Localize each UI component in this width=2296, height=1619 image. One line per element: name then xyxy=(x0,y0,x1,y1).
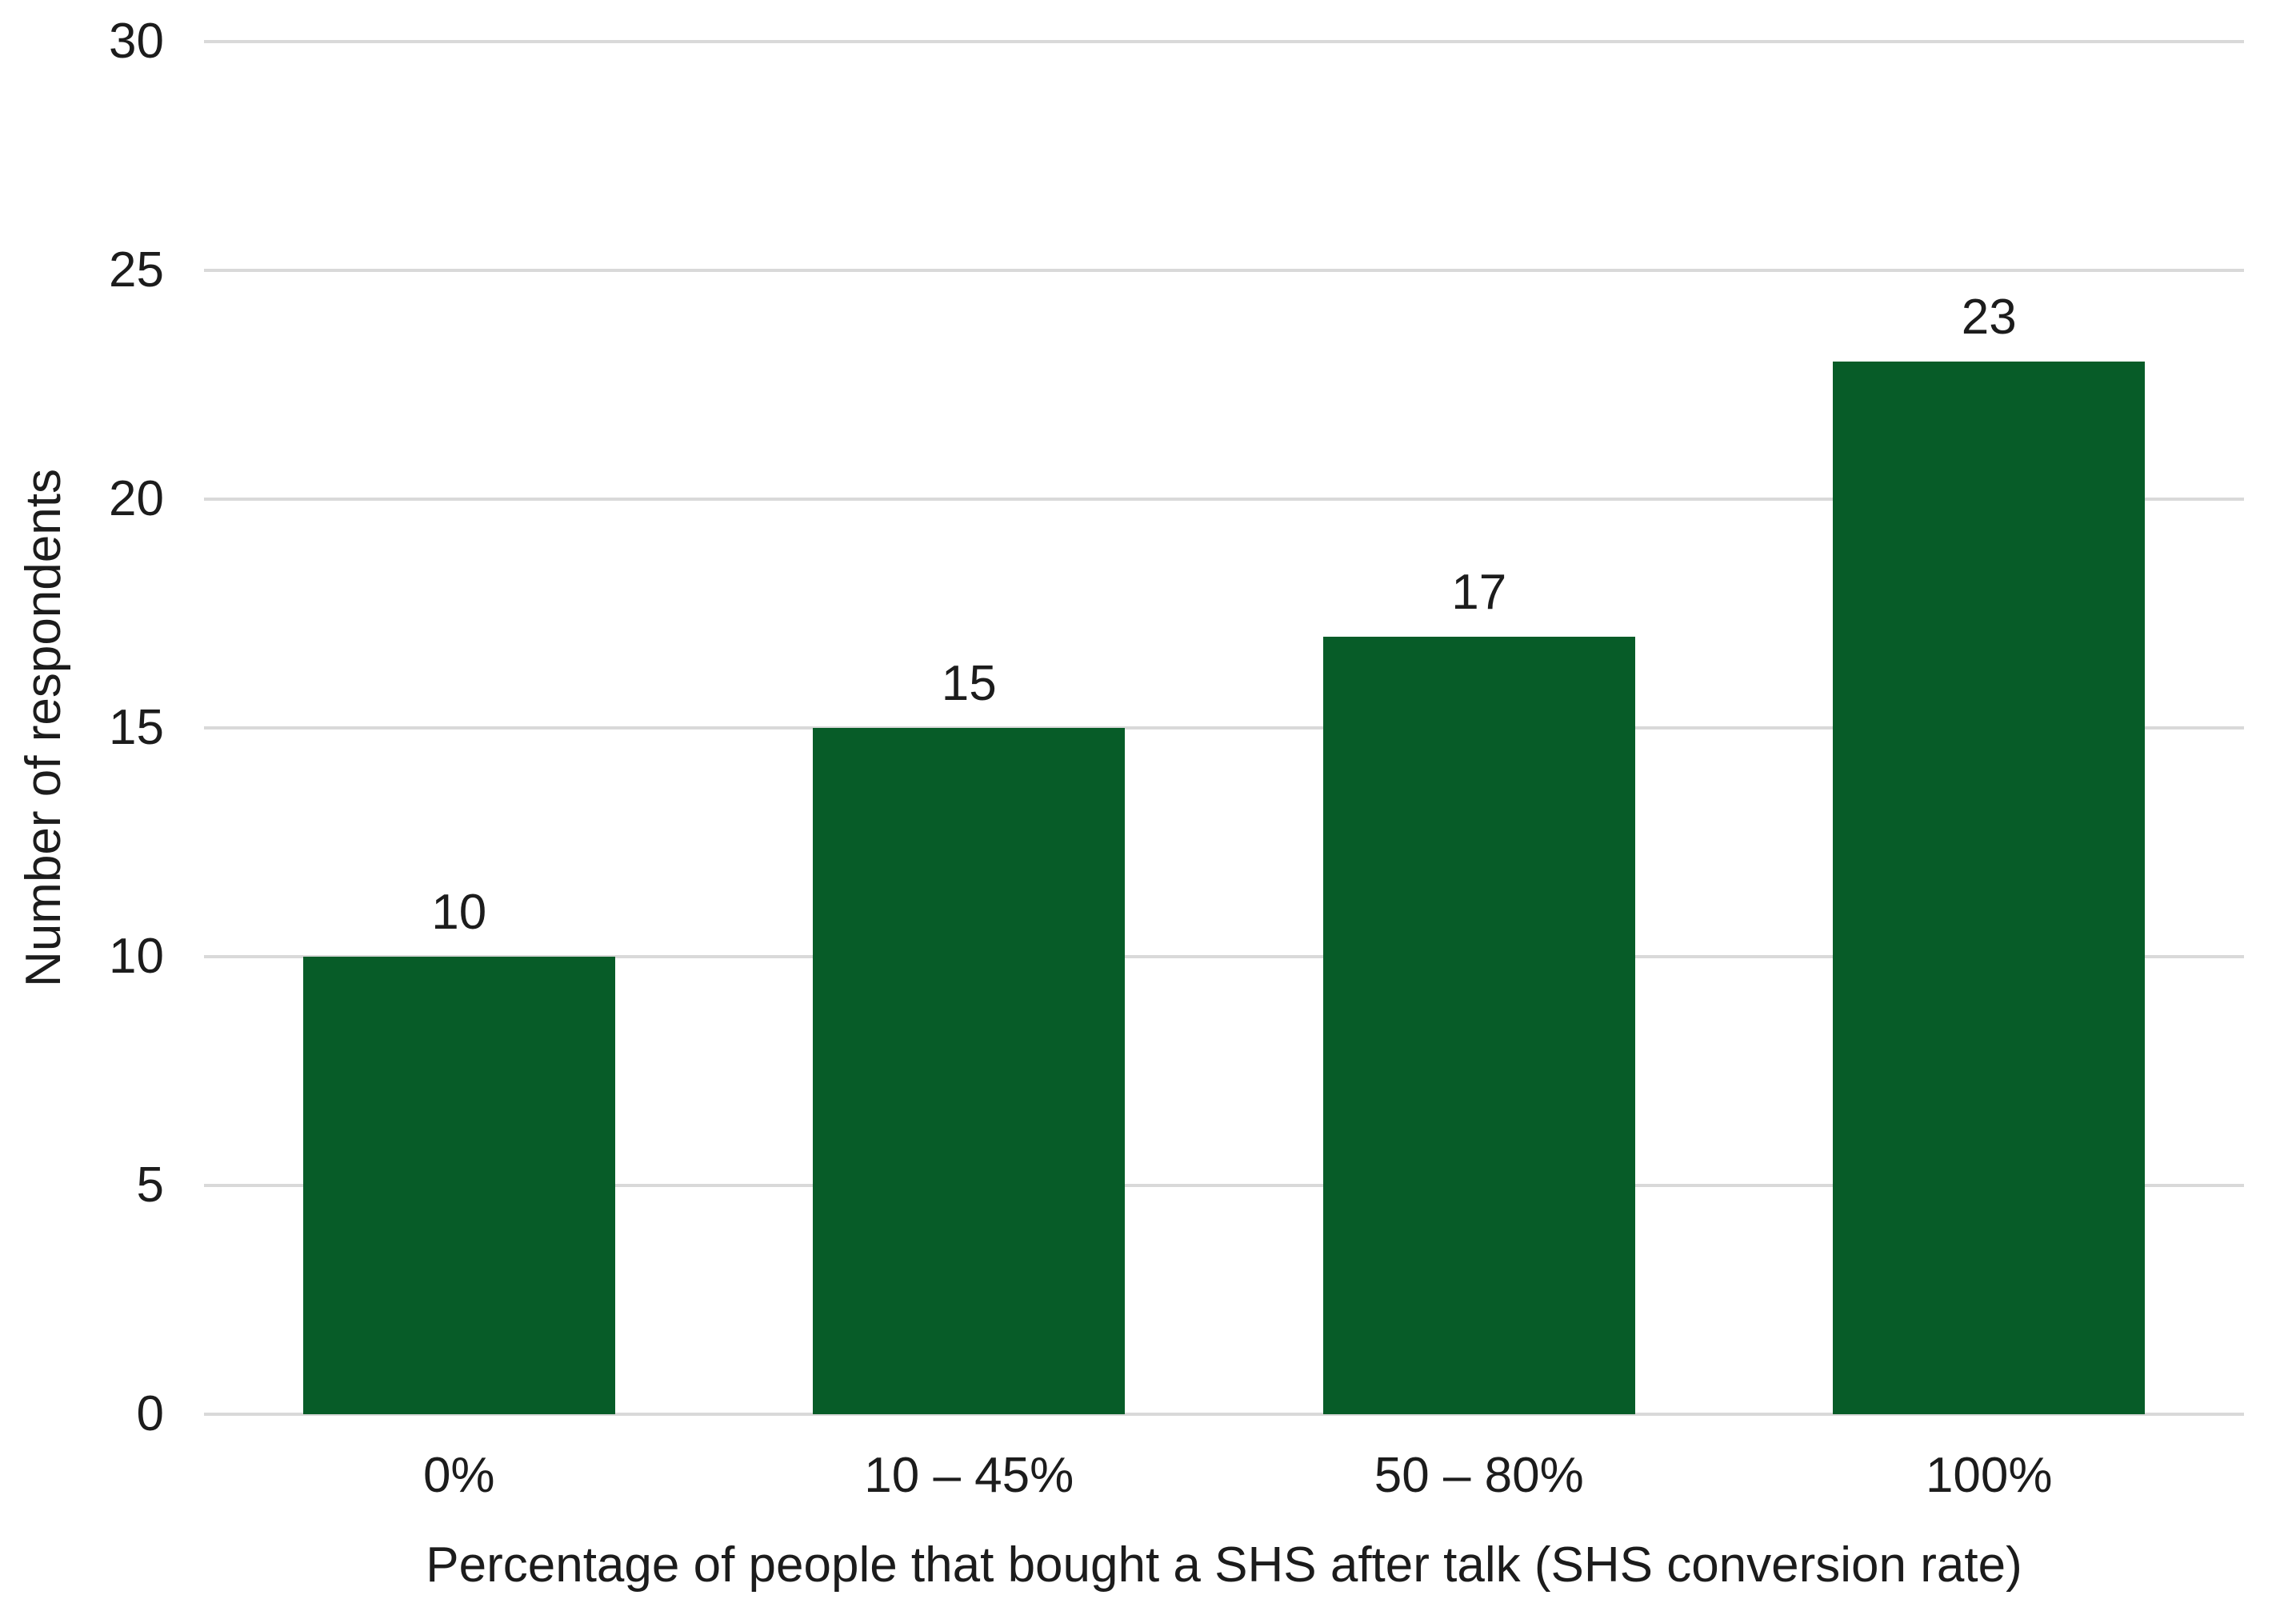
bar xyxy=(1833,362,2146,1414)
x-tick-label: 50 – 80% xyxy=(1374,1448,1584,1503)
y-axis-title: Number of respondents xyxy=(16,469,72,987)
gridline xyxy=(204,40,2244,43)
bar-value-label: 10 xyxy=(431,885,487,940)
y-tick-label: 10 xyxy=(109,929,164,984)
y-tick-label: 0 xyxy=(136,1386,164,1441)
bar-value-label: 23 xyxy=(1961,290,2017,346)
bar-value-label: 15 xyxy=(941,656,997,711)
y-tick-label: 15 xyxy=(109,700,164,755)
gridline xyxy=(204,269,2244,272)
gridline xyxy=(204,1413,2244,1416)
y-tick-label: 30 xyxy=(109,14,164,69)
x-tick-label: 0% xyxy=(422,1448,495,1503)
x-axis-title: Percentage of people that bought a SHS a… xyxy=(426,1537,2022,1593)
gridline xyxy=(204,498,2244,501)
gridline xyxy=(204,726,2244,730)
y-tick-label: 20 xyxy=(109,471,164,526)
y-axis-title-box: Number of respondents xyxy=(0,42,88,1414)
gridline xyxy=(204,955,2244,958)
bar xyxy=(1322,636,1635,1414)
y-tick-label: 25 xyxy=(109,242,164,298)
x-tick-label: 100% xyxy=(1925,1448,2053,1503)
bar xyxy=(813,728,1126,1414)
x-tick-label: 10 – 45% xyxy=(864,1448,1074,1503)
y-tick-label: 5 xyxy=(136,1157,164,1213)
bar xyxy=(302,957,615,1414)
gridline xyxy=(204,1184,2244,1187)
bar-value-label: 17 xyxy=(1451,564,1507,620)
